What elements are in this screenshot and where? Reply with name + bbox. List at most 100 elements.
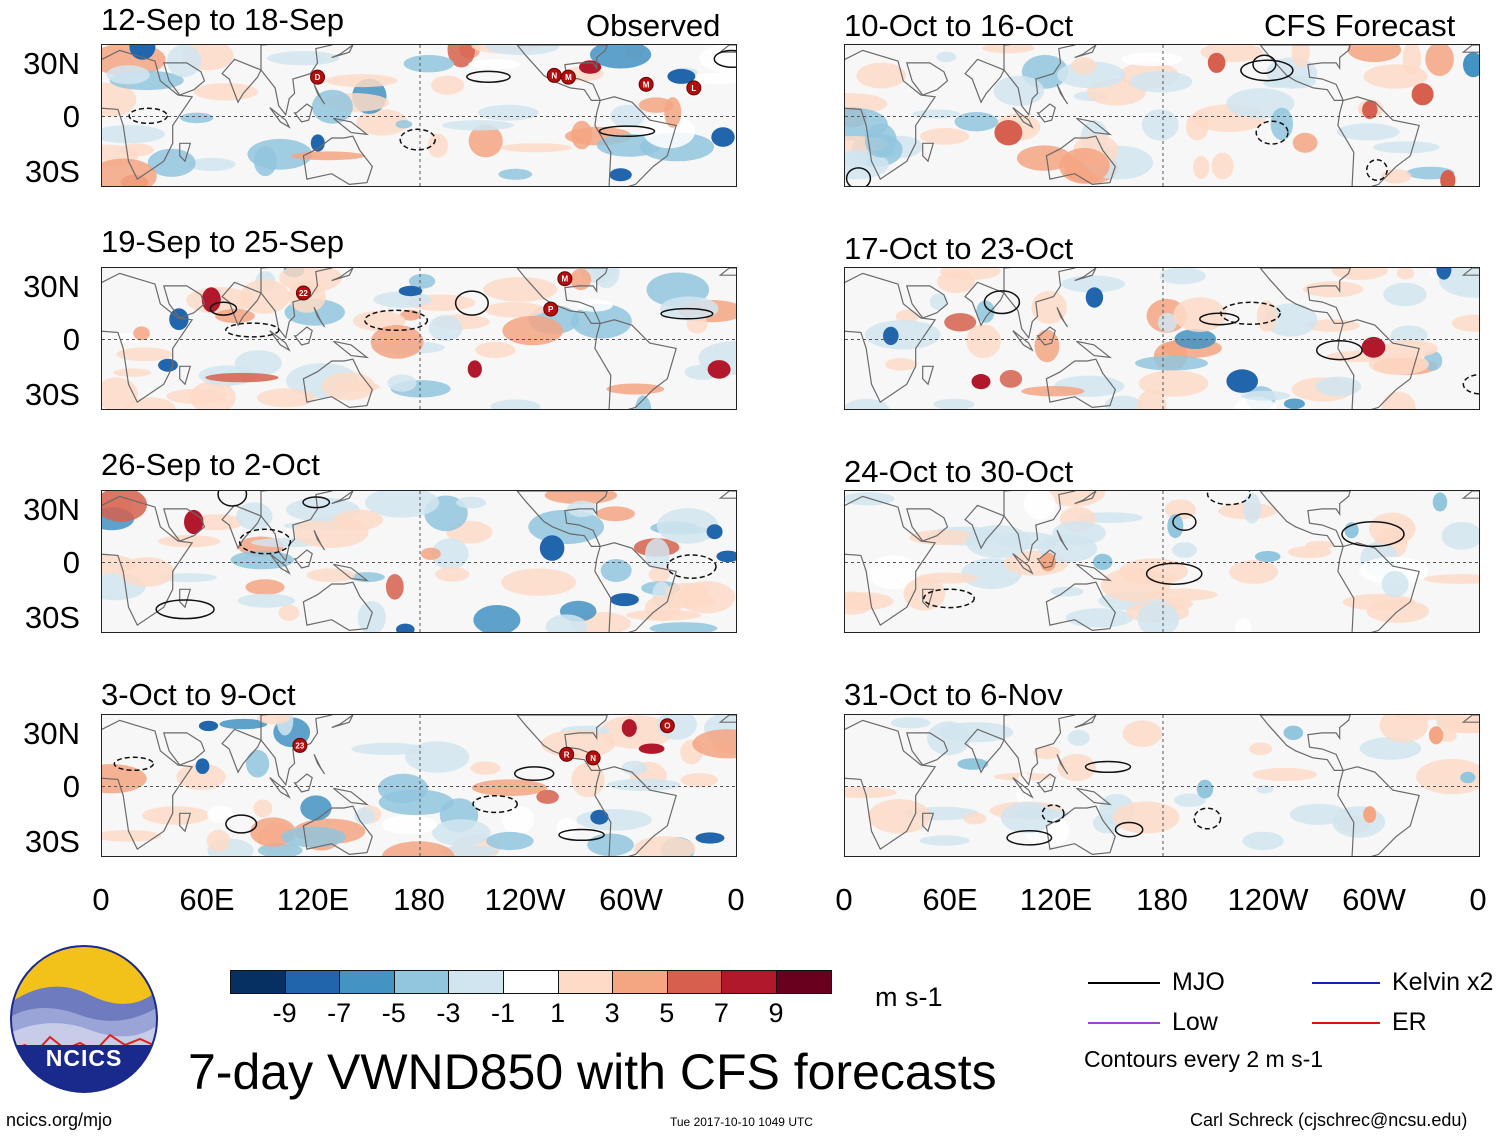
mjo-contour	[238, 528, 292, 555]
coastline	[1036, 549, 1056, 569]
wind-anomaly-blob	[1059, 147, 1110, 184]
wind-anomaly-blob	[378, 773, 429, 804]
wind-anomaly-blob	[645, 538, 670, 570]
wind-anomaly-blob	[976, 300, 995, 323]
svg-text:O: O	[664, 722, 670, 731]
wind-anomaly-blob	[936, 51, 957, 63]
coastline	[1337, 542, 1420, 632]
lon-label: 0	[727, 882, 745, 917]
mjo-contour	[845, 167, 872, 186]
coastline	[1259, 491, 1351, 547]
legend-kelvin-label: Kelvin x2	[1392, 968, 1494, 996]
coastline	[1012, 330, 1034, 352]
tropical-cyclone-icon: N	[585, 750, 601, 766]
coastline	[102, 49, 194, 180]
wind-anomaly-blob	[664, 97, 682, 128]
wind-anomaly-blob	[599, 715, 673, 749]
coastline	[333, 340, 370, 359]
wind-anomaly-blob	[1347, 45, 1402, 63]
wind-anomaly-blob	[473, 605, 521, 632]
wind-anomaly-blob	[1104, 395, 1142, 409]
wind-anomaly-core	[1196, 779, 1214, 799]
wind-anomaly-blob	[845, 592, 894, 611]
coastline	[269, 107, 291, 129]
lat-label: 0	[62, 769, 80, 804]
lat-label: 0	[62, 99, 80, 134]
wind-anomaly-blob	[247, 138, 313, 170]
lon-label: 180	[393, 882, 445, 917]
coastline	[922, 812, 935, 833]
wind-anomaly-blob	[405, 741, 470, 773]
wind-anomaly-blob	[885, 358, 917, 371]
ncics-logo: NCICS	[10, 945, 158, 1093]
coastline	[1036, 773, 1056, 793]
panel-title-fc-4: 31-Oct to 6-Nov	[844, 677, 1063, 712]
wind-anomaly-blob	[1368, 353, 1429, 375]
lon-label: 120E	[276, 882, 350, 917]
wind-anomaly-blob	[1185, 112, 1209, 141]
wind-anomaly-blob	[1141, 109, 1179, 141]
footer-timestamp: Tue 2017-10-10 1049 UTC	[670, 1115, 813, 1129]
mjo-contour	[472, 795, 518, 814]
map-svg: 23 R N O	[102, 715, 736, 856]
wind-anomaly-blob	[1373, 141, 1440, 154]
wind-anomaly-blob	[610, 104, 645, 128]
coastline	[269, 777, 291, 799]
map-svg	[845, 715, 1479, 856]
coastline	[1259, 268, 1351, 324]
legend-mjo-line	[1088, 982, 1160, 984]
coastline	[1076, 787, 1113, 806]
colorbar-swatch	[393, 970, 450, 994]
coastline	[179, 812, 192, 833]
wind-anomaly-blob	[468, 124, 503, 158]
map-svg: D N MM L	[102, 45, 736, 186]
wind-anomaly-blob	[357, 601, 386, 632]
wind-anomaly-blob	[219, 718, 268, 730]
wind-anomaly-core	[539, 535, 565, 561]
wind-anomaly-blob	[845, 786, 897, 799]
wind-anomaly-blob	[1331, 268, 1388, 280]
lat-label: 30N	[23, 269, 80, 304]
wind-anomaly-blob	[954, 112, 999, 132]
wind-anomaly-blob	[471, 779, 547, 796]
panel-title-fc-1: 10-Oct to 16-Oct	[844, 8, 1074, 43]
logo-text: NCICS	[45, 1045, 123, 1071]
coastline	[905, 285, 949, 319]
wind-anomaly-blob	[545, 614, 588, 632]
wind-anomaly-blob	[1071, 57, 1097, 75]
mjo-contour	[1172, 513, 1197, 531]
wind-anomaly-blob	[933, 398, 975, 409]
footer-url[interactable]: ncics.org/mjo	[6, 1110, 113, 1130]
wind-anomaly-blob	[281, 826, 346, 848]
coastline	[1074, 491, 1097, 505]
wind-anomaly-blob	[570, 268, 592, 291]
wind-anomaly-blob	[1383, 282, 1427, 307]
wind-anomaly-core	[621, 719, 637, 737]
wind-anomaly-blob	[373, 291, 432, 308]
wind-anomaly-blob	[267, 51, 340, 66]
wind-anomaly-blob	[1137, 601, 1180, 632]
coastline	[594, 319, 677, 409]
colorbar-swatch	[776, 970, 832, 994]
wind-anomaly-blob	[1229, 560, 1279, 584]
coastline	[1003, 491, 1076, 563]
mjo-contour	[1341, 521, 1405, 548]
coastline	[102, 272, 194, 403]
mjo-contour	[225, 814, 258, 834]
legend-er-line	[1312, 1022, 1380, 1024]
wind-anomaly-blob	[927, 721, 971, 756]
wind-anomaly-blob	[387, 374, 417, 392]
wind-anomaly-blob	[541, 729, 616, 759]
wind-anomaly-core	[1436, 268, 1452, 280]
wind-anomaly-core	[883, 326, 899, 346]
wind-anomaly-core	[706, 524, 723, 540]
coastline	[260, 491, 333, 563]
map-panel-fc-4	[844, 714, 1480, 857]
wind-anomaly-blob	[1359, 737, 1422, 760]
wind-anomaly-blob	[1436, 715, 1479, 734]
map-panel-obs-4: 23 R N O	[101, 714, 737, 857]
coastline	[718, 45, 736, 53]
wind-anomaly-blob	[1193, 155, 1210, 179]
wind-anomaly-blob	[856, 62, 906, 89]
coastline	[718, 491, 736, 499]
